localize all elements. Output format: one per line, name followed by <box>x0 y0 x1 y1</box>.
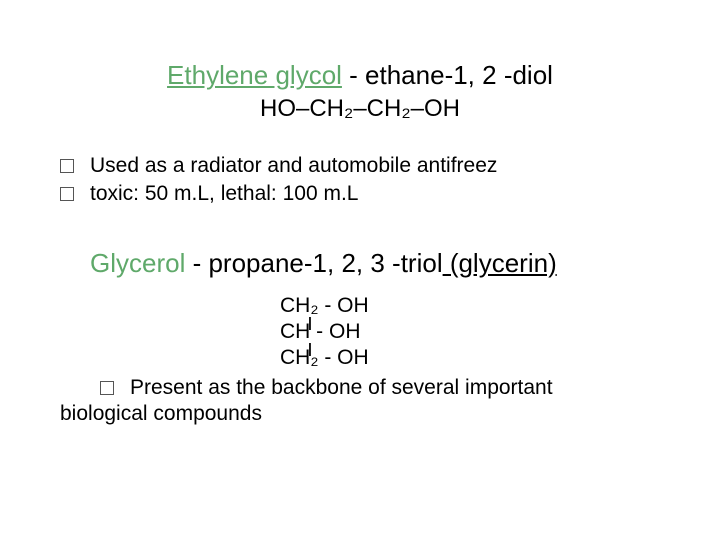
square-bullet-icon <box>100 381 114 395</box>
structure-line: CH₂ - OH <box>280 295 660 321</box>
structure-l1: CH₂ - OH <box>280 294 369 317</box>
bottom-text-line2: biological compounds <box>60 401 660 427</box>
structure-line: | CH₂ - OH <box>280 347 660 373</box>
slide-content: Ethylene glycol - ethane-1, 2 -diol HO–C… <box>0 0 720 467</box>
bond-line-icon: | <box>308 341 312 356</box>
title2-highlight: Glycerol <box>90 248 185 278</box>
list-item: Present as the backbone of several impor… <box>100 375 660 401</box>
structure-l3: CH₂ - OH <box>280 346 369 369</box>
square-bullet-icon <box>60 187 74 201</box>
structure-line: | CH - OH <box>280 321 660 347</box>
title2-underline: (glycerin) <box>443 248 557 278</box>
bullet-list-1: Used as a radiator and automobile antifr… <box>60 153 660 208</box>
title2-rest-a: - propane-1, 2, 3 -triol <box>185 248 442 278</box>
square-bullet-icon <box>60 159 74 173</box>
title-ethylene-glycol: Ethylene glycol - ethane-1, 2 -diol <box>60 60 660 91</box>
bullet-text: Used as a radiator and automobile antifr… <box>90 153 497 179</box>
title-glycerol: Glycerol - propane-1, 2, 3 -triol (glyce… <box>90 248 660 279</box>
title1-rest: - ethane-1, 2 -diol <box>342 60 553 90</box>
glycerol-structure: CH₂ - OH | CH - OH | CH₂ - OH <box>280 295 660 373</box>
bullet-text: toxic: 50 m.L, lethal: 100 m.L <box>90 181 358 207</box>
list-item: toxic: 50 m.L, lethal: 100 m.L <box>60 181 660 207</box>
title1-highlight: Ethylene glycol <box>167 60 342 90</box>
formula-ethylene-glycol: HO–CH₂–CH₂–OH <box>60 95 660 123</box>
bottom-text-line1: Present as the backbone of several impor… <box>130 375 553 401</box>
bottom-bullet-block: Present as the backbone of several impor… <box>100 375 660 428</box>
bond-line-icon: | <box>308 315 312 330</box>
list-item: Used as a radiator and automobile antifr… <box>60 153 660 179</box>
structure-l2: CH - OH <box>280 320 361 343</box>
